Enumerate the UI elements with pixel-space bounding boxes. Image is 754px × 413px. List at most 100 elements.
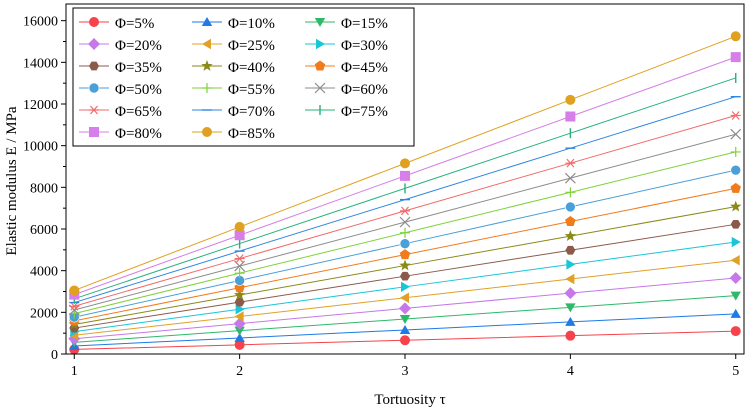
data-point-16-5 xyxy=(730,52,741,63)
data-point-4-5 xyxy=(729,271,742,284)
legend-label: Φ=30% xyxy=(341,38,388,54)
x-tick-label-2: 2 xyxy=(236,364,243,379)
data-point-2-3 xyxy=(399,324,411,334)
data-point-11-2 xyxy=(234,268,245,279)
data-point-1-4 xyxy=(565,330,576,341)
legend-label: Φ=75% xyxy=(341,104,388,120)
y-axis-label: Elastic modulus E / MPa xyxy=(4,106,20,256)
y-tick-label-16000: 16000 xyxy=(23,15,58,30)
data-point-17-3 xyxy=(400,158,410,169)
legend-label: Φ=25% xyxy=(228,38,275,54)
data-point-9-3 xyxy=(399,249,411,260)
legend-marker xyxy=(89,17,99,27)
data-point-17-4 xyxy=(565,94,576,105)
legend-marker xyxy=(202,127,212,137)
y-tick-label-0: 0 xyxy=(51,348,58,363)
legend-marker xyxy=(314,18,326,27)
data-point-17-1 xyxy=(69,285,80,296)
y-tick-label-8000: 8000 xyxy=(30,181,58,196)
legend-marker xyxy=(316,38,325,50)
data-point-3-3 xyxy=(399,315,411,324)
legend-label: Φ=70% xyxy=(228,104,275,120)
legend-item-14: Φ=70% xyxy=(192,104,275,120)
data-point-10-3 xyxy=(399,238,411,249)
data-point-13-1 xyxy=(69,301,80,311)
data-point-3-2 xyxy=(234,326,245,336)
y-tick-label-14000: 14000 xyxy=(23,56,58,71)
data-point-6-3 xyxy=(401,281,410,293)
data-point-11-3 xyxy=(400,227,410,238)
data-point-3-5 xyxy=(730,291,741,301)
legend-marker xyxy=(88,82,100,94)
data-point-2-4 xyxy=(565,316,576,326)
data-point-5-3 xyxy=(400,292,409,303)
legend-label: Φ=60% xyxy=(341,82,388,98)
data-point-1-5 xyxy=(730,326,741,337)
legend-marker xyxy=(202,83,212,93)
legend-label: Φ=15% xyxy=(341,16,388,32)
data-point-12-3 xyxy=(399,216,411,228)
data-point-16-4 xyxy=(565,111,576,122)
legend-item-6: Φ=30% xyxy=(305,38,388,54)
data-point-6-2 xyxy=(235,304,245,315)
legend-item-3: Φ=15% xyxy=(305,16,388,32)
data-point-12-2 xyxy=(234,260,246,272)
legend-item-2: Φ=10% xyxy=(192,16,275,32)
legend-item-10: Φ=50% xyxy=(79,82,162,98)
legend-label: Φ=50% xyxy=(115,82,162,98)
legend-item-7: Φ=35% xyxy=(79,60,162,76)
legend-item-5: Φ=25% xyxy=(192,38,275,54)
data-point-12-5 xyxy=(730,128,742,140)
legend-label: Φ=65% xyxy=(115,104,162,120)
data-point-8-4 xyxy=(564,230,577,241)
y-tick-label-10000: 10000 xyxy=(23,140,58,155)
data-point-8-2 xyxy=(233,289,246,300)
y-tick-label-2000: 2000 xyxy=(30,306,58,321)
data-point-13-4 xyxy=(565,158,576,168)
legend-marker xyxy=(89,105,99,115)
legend-label: Φ=45% xyxy=(341,60,388,76)
data-point-5-4 xyxy=(565,273,575,285)
legend-marker xyxy=(201,17,213,26)
series-17 xyxy=(69,31,741,296)
y-tick-label-12000: 12000 xyxy=(23,98,58,113)
legend-label: Φ=20% xyxy=(115,38,162,54)
legend-label: Φ=55% xyxy=(228,82,275,98)
x-tick-label-4: 4 xyxy=(567,364,574,379)
series-5 xyxy=(69,255,740,341)
legend-item-11: Φ=55% xyxy=(192,82,275,98)
legend-item-12: Φ=60% xyxy=(305,82,388,98)
data-point-9-5 xyxy=(730,182,741,193)
data-point-17-5 xyxy=(730,31,741,42)
data-point-16-3 xyxy=(400,170,410,181)
legend-item-15: Φ=75% xyxy=(305,104,388,120)
data-point-10-4 xyxy=(565,201,576,213)
legend-label: Φ=80% xyxy=(115,126,162,142)
data-point-2-2 xyxy=(234,332,245,342)
data-point-7-2 xyxy=(234,297,245,307)
data-point-5-2 xyxy=(234,311,244,322)
data-point-12-4 xyxy=(564,172,576,184)
data-point-1-2 xyxy=(234,339,245,350)
legend-item-8: Φ=40% xyxy=(192,60,275,76)
x-tick-label-5: 5 xyxy=(732,364,739,379)
data-point-11-4 xyxy=(565,187,576,198)
data-point-7-5 xyxy=(730,219,741,229)
legend-marker xyxy=(314,60,326,71)
data-point-6-4 xyxy=(566,259,576,270)
data-point-2-5 xyxy=(730,308,741,318)
y-tick-label-6000: 6000 xyxy=(30,223,58,238)
legend-label: Φ=5% xyxy=(115,16,154,32)
legend-label: Φ=10% xyxy=(228,16,275,32)
data-point-7-3 xyxy=(400,271,410,281)
data-point-13-2 xyxy=(234,254,245,263)
legend-item-4: Φ=20% xyxy=(79,38,162,54)
legend-marker xyxy=(314,82,326,94)
x-tick-label-1: 1 xyxy=(71,364,78,379)
legend-label: Φ=35% xyxy=(115,60,162,76)
legend-label: Φ=40% xyxy=(228,60,275,76)
legend-marker xyxy=(201,60,213,71)
data-point-4-3 xyxy=(399,302,411,315)
x-axis-label: Tortuosity τ xyxy=(374,392,445,408)
